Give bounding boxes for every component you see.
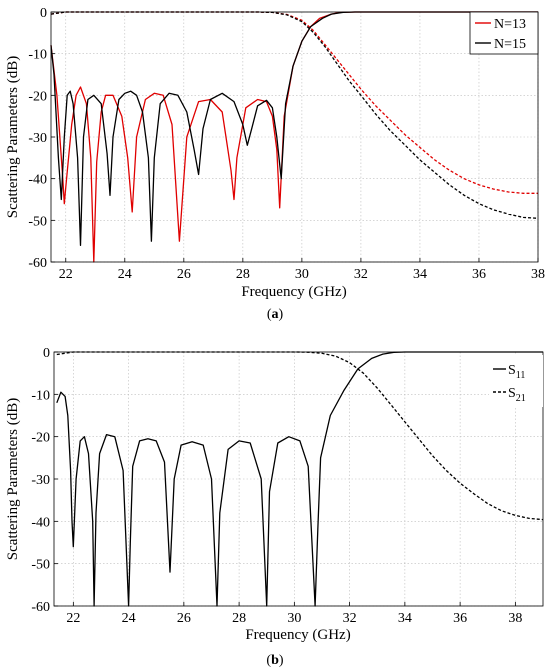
x-tick-label: 30 <box>295 267 309 282</box>
y-tick-label: -30 <box>28 131 47 146</box>
panel-a-x-axis-label: Frequency (GHz) <box>241 284 346 300</box>
series-line-s11 <box>56 351 543 607</box>
panel-a-x-ticks: 22 24 26 28 30 32 34 36 38 <box>59 258 545 282</box>
panel-a-y-axis-label: Scattering Parameters (dB) <box>5 56 21 218</box>
panel-b-legend-label-s11: S11 <box>508 363 525 381</box>
x-tick-label: 34 <box>413 267 427 282</box>
panel-b-x-axis-label: Frequency (GHz) <box>245 627 350 643</box>
panel-b-y-axis-label: Scattering Parameters (dB) <box>5 398 21 560</box>
x-tick-label: 38 <box>508 611 522 626</box>
x-tick-label: 28 <box>232 611 246 626</box>
panel-b-y-ticks: 0 -10 -20 -30 -40 -50 -60 <box>31 346 58 615</box>
x-tick-label: 32 <box>354 267 368 282</box>
panel-a-legend-label-n13: N=13 <box>494 17 526 32</box>
x-tick-label: 34 <box>398 611 412 626</box>
y-tick-label: -60 <box>31 600 50 615</box>
y-tick-label: -30 <box>31 473 50 488</box>
panel-b-legend-box <box>489 355 543 407</box>
panel-b-caption: (b) <box>266 653 283 668</box>
y-tick-label: -40 <box>28 173 47 188</box>
y-tick-label: -40 <box>31 515 50 530</box>
panel-b-x-ticks: 22 24 26 28 30 32 34 36 38 <box>66 602 522 626</box>
y-tick-label: 0 <box>40 6 47 21</box>
y-tick-label: -50 <box>28 214 47 229</box>
panel-a-series <box>50 11 539 263</box>
panel-a-y-ticks: 0 -10 -20 -30 -40 -50 -60 <box>28 6 55 271</box>
x-tick-label: 22 <box>66 611 80 626</box>
x-tick-label: 22 <box>59 267 73 282</box>
y-tick-label: -10 <box>31 388 50 403</box>
panel-b-legend: S11 S21 <box>489 355 543 407</box>
y-tick-label: -20 <box>31 431 50 446</box>
series-line-n15-s11 <box>50 11 538 246</box>
x-tick-label: 24 <box>122 611 136 626</box>
series-line-n15-s21 <box>50 11 539 219</box>
panel-a-caption: (a) <box>267 307 284 322</box>
x-tick-label: 26 <box>177 611 191 626</box>
y-tick-label: 0 <box>43 346 50 361</box>
panel-a-legend-label-n15: N=15 <box>494 37 526 52</box>
panel-b-series <box>56 351 544 607</box>
x-tick-label: 28 <box>236 267 250 282</box>
x-tick-label: 26 <box>177 267 191 282</box>
x-tick-label: 36 <box>453 611 467 626</box>
y-tick-label: -20 <box>28 89 47 104</box>
panel-a-chart: 22 24 26 28 30 32 34 36 38 0 -10 -20 -30 -40 -50 -60 F… <box>5 6 545 322</box>
panel-a-legend: N=13 N=15 <box>469 11 539 55</box>
x-tick-label: 36 <box>472 267 486 282</box>
series-line-s21 <box>56 351 544 521</box>
panel-a-legend-box <box>469 11 539 55</box>
x-tick-label: 24 <box>118 267 132 282</box>
y-tick-label: -10 <box>28 48 47 63</box>
x-tick-label: 38 <box>531 267 545 282</box>
x-tick-label: 30 <box>287 611 301 626</box>
y-tick-label: -50 <box>31 558 50 573</box>
x-tick-label: 32 <box>343 611 357 626</box>
y-tick-label: -60 <box>28 256 47 271</box>
panel-b-legend-label-s21: S21 <box>508 386 526 404</box>
panel-b-chart: 22 24 26 28 30 32 34 36 38 0 -10 -20 -30 -40 -50 -60 F… <box>5 346 544 668</box>
